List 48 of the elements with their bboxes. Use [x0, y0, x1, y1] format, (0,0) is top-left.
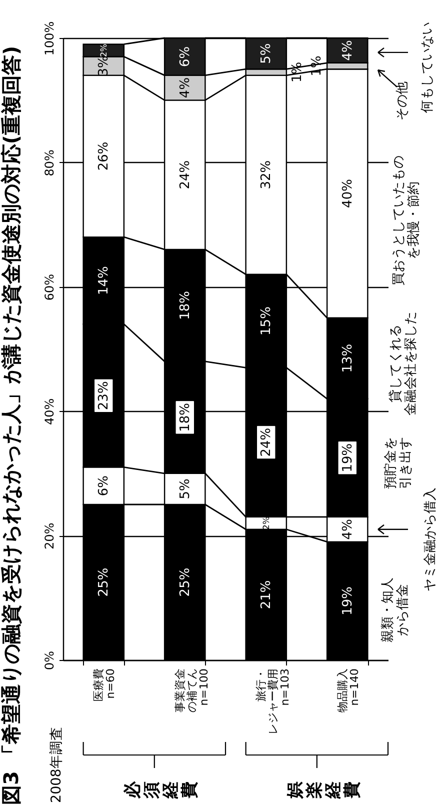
data-label: 18%: [178, 291, 193, 320]
data-label: 23%: [96, 381, 112, 410]
data-label: 24%: [259, 428, 274, 457]
data-label: 2%: [261, 516, 272, 530]
data-label: 2%: [98, 44, 109, 58]
text: 親類・知人から借金: [380, 577, 410, 642]
data-label: 18%: [178, 402, 193, 432]
data-label: 19%: [340, 586, 356, 616]
data-label: 25%: [96, 568, 112, 597]
data-label: 3%: [96, 56, 112, 76]
data-label: 6%: [178, 46, 193, 67]
text: 図3 「希望通りの融資を受けられなかった人」が講じた資金使途別の対応(重複回答): [0, 46, 23, 805]
y-tick-label: 100%: [42, 21, 56, 56]
y-tick-label: 20%: [42, 522, 56, 550]
y-tick-label: 60%: [42, 274, 56, 301]
x-tick-label: 事業資金の補てん n=100: [173, 668, 210, 712]
data-label: 21%: [259, 580, 274, 610]
data-label: 4%: [340, 519, 356, 540]
data-label: 5%: [259, 43, 274, 64]
text: 預貯金を引き出す: [384, 436, 414, 489]
data-label: 32%: [259, 160, 274, 190]
data-label: 4%: [178, 77, 193, 98]
data-label: 40%: [340, 179, 356, 208]
text: ヤミ金融から借入: [423, 487, 438, 592]
text: 買おうとしていたものを我慢・節約: [392, 156, 422, 286]
text: その他: [395, 81, 410, 120]
text: 何もしていない: [420, 22, 435, 113]
data-label: 25%: [178, 568, 193, 597]
data-label: 6%: [96, 476, 112, 496]
text: 2008年調査: [48, 726, 64, 803]
x-tick-label: 旅行・レジャー費用 n=103: [254, 668, 292, 734]
data-label: 19%: [340, 443, 356, 472]
y-tick-label: 80%: [42, 150, 56, 176]
data-label: 26%: [96, 142, 112, 171]
data-label: 4%: [340, 40, 356, 61]
text: 必須経費: [122, 780, 200, 800]
data-label: 24%: [178, 160, 193, 190]
text: 娯楽経費: [285, 780, 362, 800]
data-label: 5%: [178, 478, 193, 500]
x-tick-label: 医療費 n=60: [92, 668, 118, 702]
data-label: 1%: [290, 62, 305, 83]
x-tick-label: 物品購入 n=140: [336, 668, 361, 712]
y-tick-label: 0%: [42, 650, 56, 670]
data-label: 14%: [96, 266, 112, 296]
text: 貸してくれる金融会社を探した: [388, 311, 418, 416]
data-label: 15%: [259, 306, 274, 336]
data-label: 13%: [340, 344, 356, 373]
y-tick-label: 40%: [42, 398, 56, 426]
